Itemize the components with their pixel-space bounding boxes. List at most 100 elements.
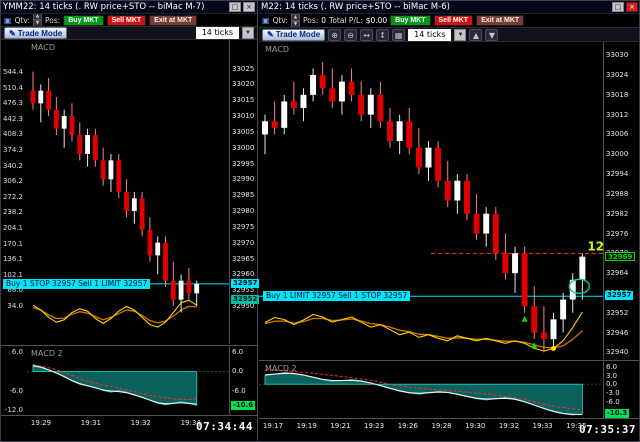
zoom-in-icon[interactable]: ⊕ (328, 28, 342, 41)
stepper-up-icon[interactable]: ▲ (32, 14, 42, 20)
close-button-right[interactable]: × (626, 2, 638, 12)
time-label: 19:32 (498, 422, 520, 430)
interval-dropdown-button[interactable]: ▼ (454, 28, 467, 41)
study-axis-label: 34.0 (7, 302, 23, 310)
price-tick: 33018 (606, 90, 629, 99)
price-tick: 32982 (606, 209, 629, 218)
candlestick-plot[interactable]: 12 (259, 42, 603, 359)
clock-left: 07:34:44 (196, 420, 253, 433)
zoom-out-icon[interactable]: ⊖ (344, 28, 358, 41)
titlebar-left[interactable]: YMM22: 14 ticks (. RW price+STO -- biMac… (1, 1, 257, 14)
price-tick: 32965 (232, 254, 255, 263)
sell-mkt-button[interactable]: Sell MKT (433, 15, 474, 26)
study-axis-label: 272.2 (2, 192, 23, 201)
trade-mode-label: Trade Mode (17, 28, 63, 38)
order-label[interactable]: Buy 1 STOP 32957 Sell 1 LIMIT 32957 (3, 278, 151, 289)
price-tick: 33025 (232, 64, 255, 73)
stepper-up-icon[interactable]: ▲ (290, 14, 300, 21)
buy-mkt-button[interactable]: Buy MKT (390, 15, 431, 26)
grid-icon[interactable]: ▦ (392, 28, 406, 41)
price-chart-left[interactable]: MACD 544.4 510.4 476.3 442.3 408.3 374.3 340.2… (1, 40, 260, 344)
restore-button-left[interactable]: □ (229, 2, 241, 12)
candlestick-plot[interactable] (27, 40, 229, 344)
price-tick: 32995 (232, 159, 255, 168)
horizontal-scale-icon[interactable]: ↔ (360, 28, 374, 41)
svg-text:12: 12 (587, 240, 603, 254)
restore-button-right[interactable]: □ (612, 2, 624, 12)
price-axis[interactable]: 33025 33020 33015 33010 33005 33000 32995 32990… (229, 40, 260, 344)
titlebar-right[interactable]: M22: 14 ticks (. RW price+STO -- biMac M… (259, 1, 639, 14)
price-tick: 32940 (606, 348, 629, 357)
chart-link-icon: ▣ (262, 16, 270, 25)
price-tick: 33015 (232, 96, 255, 105)
pl-label: Total P/L: (329, 16, 363, 25)
macd-highlight: -10.3 (605, 409, 630, 418)
chart-window-right: M22: 14 ticks (. RW price+STO -- biMac M… (259, 1, 639, 441)
price-tick: 33024 (606, 71, 629, 80)
price-tick: 32955 (232, 286, 255, 295)
pl-value: $0.00 (365, 16, 388, 25)
macd2-plot (259, 369, 603, 416)
macd-tick: 0.0 (606, 380, 618, 389)
price-tick: 33000 (232, 143, 255, 152)
time-label: 19:34 (180, 419, 201, 427)
price-tick: 32994 (606, 170, 629, 179)
pos-value: 0 (321, 16, 327, 25)
time-label: 19:30 (465, 422, 486, 430)
time-labels: 19:29 19:31 19:32 19:34 (1, 416, 257, 441)
trade-mode-label: Trade Mode (275, 30, 321, 39)
exit-mkt-button[interactable]: Exit at MKT (149, 14, 198, 26)
exit-mkt-button[interactable]: Exit at MKT (476, 15, 525, 26)
window-title-right: M22: 14 ticks (. RW price+STO -- biMac M… (261, 2, 450, 12)
time-label: 19:21 (330, 422, 351, 430)
price-highlight: 32952 (231, 294, 260, 304)
interval-display[interactable]: 14 ticks (408, 28, 452, 41)
time-label: 19:33 (532, 422, 553, 430)
time-label: 19:26 (397, 422, 418, 430)
trade-mode-button[interactable]: ✎ Trade Mode (4, 27, 68, 39)
vertical-scale-icon[interactable]: ↕ (376, 28, 390, 41)
qty-stepper[interactable]: ▲ ▼ (32, 14, 42, 26)
macd-left-tick: 6.0 (11, 348, 23, 357)
trade-mode-button[interactable]: ✎ Trade Mode (262, 28, 326, 41)
toolbar-right: ✎ Trade Mode ⊕ ⊖ ↔ ↕ ▦ 14 ticks ▼ ▲ ▼ (259, 27, 639, 42)
qty-stepper[interactable]: ▲ ▼ (290, 14, 300, 27)
pos-label: Pos: (44, 15, 61, 25)
interval-display[interactable]: 14 ticks (195, 27, 239, 39)
time-label: 19:23 (364, 422, 385, 430)
price-tick: 32985 (232, 191, 255, 200)
macd2-axis: 6.0 3.0 0.0 -3.0 -6.0 -10.3 (603, 361, 639, 418)
macd2-plot (27, 364, 229, 406)
price-tick: 33010 (232, 112, 255, 120)
price-chart-right[interactable]: MACD 12 33030 33024 33018 33012 33006 33000 32… (259, 42, 639, 359)
price-tick: 32952 (606, 308, 629, 317)
macd-tick: 6.0 (232, 348, 244, 357)
window-title-left: YMM22: 14 ticks (. RW price+STO -- biMac… (3, 2, 205, 12)
macd-highlight: -10.6 (231, 401, 256, 411)
study-axis-label: 544.4 (2, 68, 23, 76)
interval-dropdown-button[interactable]: ▼ (242, 27, 254, 39)
time-label: 19:29 (30, 419, 52, 427)
study-axis-label: 68.0 (7, 286, 23, 295)
time-axis-right: 19:17 19:19 19:21 19:23 19:26 19:28 19:30 19:32… (259, 418, 639, 441)
time-label: 19:19 (296, 422, 317, 430)
sell-mkt-button[interactable]: Sell MKT (106, 14, 147, 26)
order-label[interactable]: Buy 1 LIMIT 32957 Sell 1 STOP 32957 (263, 291, 411, 302)
time-labels: 19:17 19:19 19:21 19:23 19:26 19:28 19:30 19:32… (259, 419, 639, 441)
macd2-panel-left: MACD 2 6.0 -6.0 -12.0 6.0 0.0 -6.0 -10.6 (1, 345, 257, 415)
macd2-label: MACD 2 (265, 364, 297, 373)
study-axis-label: 374.3 (2, 146, 23, 154)
pencil-icon: ✎ (9, 28, 16, 38)
close-button-left[interactable]: × (243, 2, 255, 12)
buy-mkt-button[interactable]: Buy MKT (63, 14, 104, 26)
price-tick: 32960 (232, 270, 255, 279)
price-tick: 32980 (232, 207, 255, 215)
stepper-down-icon[interactable]: ▼ (290, 20, 300, 27)
stepper-down-icon[interactable]: ▼ (32, 20, 42, 26)
scroll-down-icon[interactable]: ▼ (485, 28, 499, 41)
scroll-up-icon[interactable]: ▲ (469, 28, 483, 41)
time-label: 19:31 (80, 419, 101, 427)
price-axis[interactable]: 33030 33024 33018 33012 33006 33000 32994 32988… (603, 42, 639, 359)
trade-bar-right: ▣ Qtv: ▲ ▼ Pos: 0 Total P/L: $0.00 Buy MK… (259, 14, 639, 27)
